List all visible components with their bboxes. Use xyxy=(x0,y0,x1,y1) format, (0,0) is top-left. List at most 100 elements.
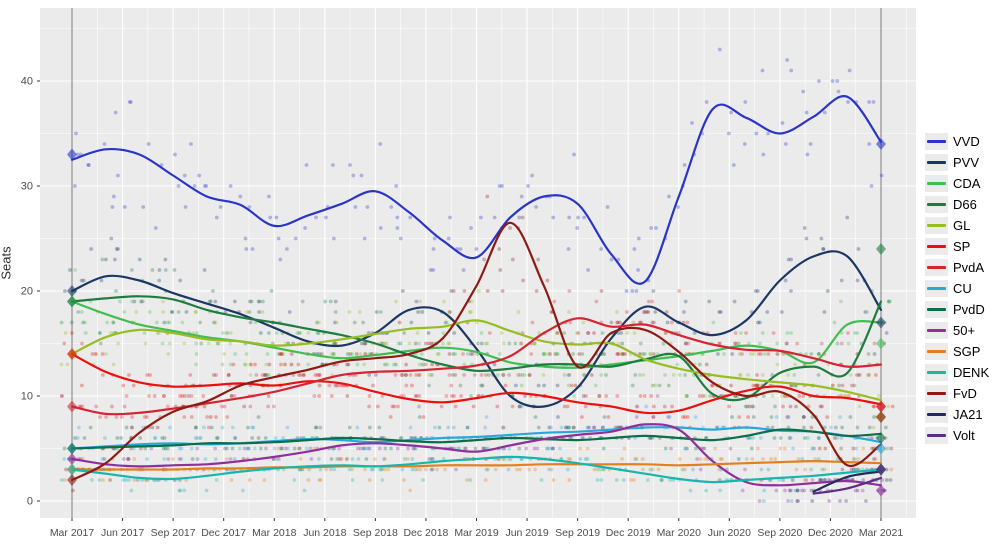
legend-swatch-50+ xyxy=(925,322,948,339)
x-tick-label: Mar 2020 xyxy=(657,527,702,539)
legend-item-Volt[interactable]: Volt xyxy=(925,425,989,446)
trend-line-SGP xyxy=(70,459,883,471)
legend-item-VVD[interactable]: VVD xyxy=(925,131,989,152)
legend-label-PvdD: PvdD xyxy=(953,302,985,317)
legend-item-JA21[interactable]: JA21 xyxy=(925,404,989,425)
result-2017-PVV xyxy=(67,285,77,297)
trend-line-JA21 xyxy=(812,470,883,493)
x-tick-label: Jun 2017 xyxy=(101,527,144,539)
x-tick-label: Jun 2018 xyxy=(303,527,346,539)
x-tick-label: Dec 2020 xyxy=(808,527,853,539)
legend-label-D66: D66 xyxy=(953,197,977,212)
result-2021-Volt xyxy=(876,463,886,476)
legend-label-PvdA: PvdA xyxy=(953,260,985,275)
x-tick-label: Dec 2018 xyxy=(403,527,448,539)
trend-line-PvdA xyxy=(70,317,883,416)
trend-line-PvdD xyxy=(70,428,883,450)
legend-label-50+: 50+ xyxy=(953,323,976,338)
legend-label-PVV: PVV xyxy=(953,155,980,170)
result-2021-D66 xyxy=(876,243,886,255)
x-tick-label: Jun 2019 xyxy=(505,527,548,539)
result-2021-PVV xyxy=(876,316,886,329)
legend-item-PvdA[interactable]: PvdA xyxy=(925,257,989,278)
result-2017-PvdD xyxy=(67,442,77,455)
result-2021-CU xyxy=(876,442,886,455)
x-tick-label: Mar 2018 xyxy=(252,527,297,539)
x-tick-label: Sep 2020 xyxy=(757,527,802,539)
legend-swatch-GL xyxy=(925,217,948,234)
trend-line-DENK xyxy=(70,455,883,484)
x-tick-label: Jun 2020 xyxy=(708,527,751,539)
x-tick-label: Mar 2021 xyxy=(859,527,904,539)
trend-line-SP xyxy=(70,352,883,415)
result-2021-FvD xyxy=(876,411,886,423)
legend-item-D66[interactable]: D66 xyxy=(925,194,989,215)
legend-swatch-PVV xyxy=(925,154,948,171)
result-2021-PvdD xyxy=(876,432,886,444)
y-axis-title: Seats xyxy=(0,246,14,280)
legend-item-GL[interactable]: GL xyxy=(925,215,989,236)
legend-item-CDA[interactable]: CDA xyxy=(925,173,989,194)
legend-item-SGP[interactable]: SGP xyxy=(925,341,989,362)
legend-swatch-Volt xyxy=(925,427,948,444)
legend-label-GL: GL xyxy=(953,218,971,233)
legend-swatch-SGP xyxy=(925,343,948,360)
result-2017-DENK xyxy=(67,463,77,476)
axis-labels: 0 10 20 30 40 Mar 2017 Jun 2017 Sep 2017 Dec 201… xyxy=(21,76,904,540)
trend-line-50+ xyxy=(70,423,883,487)
legend-swatch-CU xyxy=(925,280,948,297)
x-tick-label: Mar 2019 xyxy=(454,527,499,539)
legend-item-SP[interactable]: SP xyxy=(925,236,989,257)
legend-swatch-DENK xyxy=(925,364,948,381)
y-tick-label: 10 xyxy=(21,391,33,403)
result-2021-VVD xyxy=(876,138,886,150)
x-tick-label: Dec 2017 xyxy=(201,527,246,539)
legend-label-FvD: FvD xyxy=(953,386,977,401)
x-tick-label: Sep 2018 xyxy=(353,527,398,539)
trend-line-CDA xyxy=(70,300,883,369)
legend-swatch-D66 xyxy=(925,196,948,213)
legend-item-CU[interactable]: CU xyxy=(925,278,989,299)
legend-swatch-FvD xyxy=(925,385,948,402)
legend-item-PvdD[interactable]: PvdD xyxy=(925,299,989,320)
x-tick-label: Sep 2017 xyxy=(151,527,196,539)
legend-swatch-SP xyxy=(925,238,948,255)
legend-label-DENK: DENK xyxy=(953,365,990,380)
result-2021-PvdA xyxy=(876,400,886,413)
legend-label-CU: CU xyxy=(953,281,972,296)
legend-item-FvD[interactable]: FvD xyxy=(925,383,989,404)
result-2017-D66 xyxy=(67,295,77,308)
trend-lines xyxy=(70,95,883,495)
trend-line-PVV xyxy=(70,250,883,408)
result-2017-50+ xyxy=(67,453,77,465)
y-tick-label: 0 xyxy=(27,496,33,508)
legend-label-CDA: CDA xyxy=(953,176,981,191)
legend-label-SP: SP xyxy=(953,239,971,254)
result-2017-SP xyxy=(67,348,77,360)
legend-label-Volt: Volt xyxy=(953,428,975,443)
result-2017-FvD xyxy=(67,474,77,486)
x-tick-label: Mar 2017 xyxy=(50,527,95,539)
result-2017-PvdA xyxy=(67,400,77,413)
trend-line-VVD xyxy=(70,95,883,285)
x-tick-label: Dec 2019 xyxy=(606,527,651,539)
result-2021-50+ xyxy=(876,484,886,497)
legend-label-VVD: VVD xyxy=(953,134,980,149)
legend-item-50+[interactable]: 50+ xyxy=(925,320,989,341)
trend-line-FvD xyxy=(70,221,883,482)
gridlines xyxy=(40,8,916,518)
legend-label-SGP: SGP xyxy=(953,344,981,359)
y-tick-label: 40 xyxy=(21,76,33,88)
legend-swatch-PvdA xyxy=(925,259,948,276)
legend-item-DENK[interactable]: DENK xyxy=(925,362,989,383)
y-tick-label: 30 xyxy=(21,181,33,193)
result-2017-VVD xyxy=(67,148,77,161)
election-result-markers xyxy=(67,138,886,497)
legend-swatch-CDA xyxy=(925,175,948,192)
legend-item-PVV[interactable]: PVV xyxy=(925,152,989,173)
trend-line-D66 xyxy=(70,295,883,402)
result-2021-CDA xyxy=(876,337,886,350)
legend-label-JA21: JA21 xyxy=(953,407,983,422)
